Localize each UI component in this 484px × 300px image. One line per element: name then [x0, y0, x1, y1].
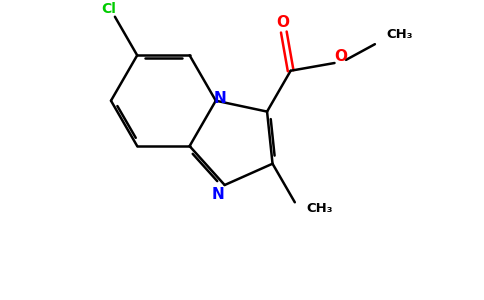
Text: N: N [213, 91, 227, 106]
Text: CH₃: CH₃ [386, 28, 413, 41]
Text: O: O [276, 15, 289, 30]
Text: N: N [212, 187, 225, 202]
Text: O: O [334, 49, 348, 64]
Text: Cl: Cl [101, 2, 116, 16]
Text: CH₃: CH₃ [306, 202, 333, 215]
